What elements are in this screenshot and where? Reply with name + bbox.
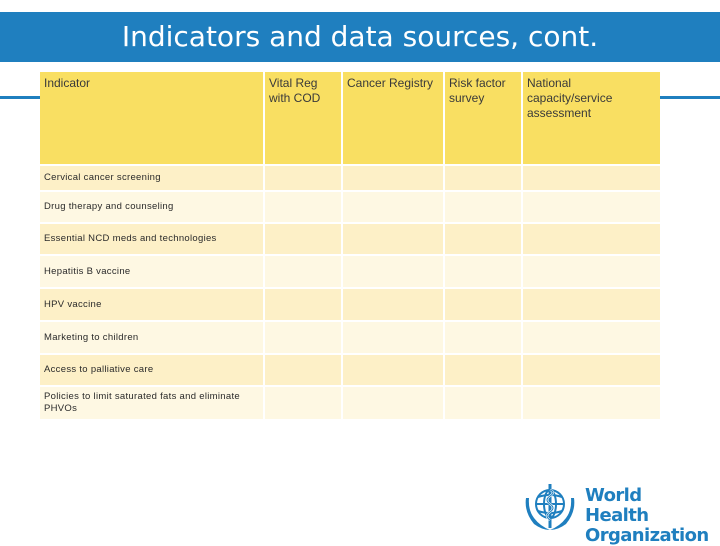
row-label: Policies to limit saturated fats and eli… xyxy=(40,387,263,419)
table-cell xyxy=(265,166,341,190)
table-cell xyxy=(445,387,521,419)
row-label: Access to palliative care xyxy=(40,355,263,385)
table-row: Essential NCD meds and technologies xyxy=(40,224,660,254)
indicators-table: Indicator Vital Reg with COD Cancer Regi… xyxy=(38,70,662,421)
decorative-rule-left xyxy=(0,96,40,99)
table-cell xyxy=(343,289,443,320)
who-logo: World Health Organization xyxy=(520,478,709,546)
table-cell xyxy=(265,322,341,353)
header-vital-reg: Vital Reg with COD xyxy=(265,72,341,164)
decorative-rule-right xyxy=(660,96,720,99)
table-cell xyxy=(343,322,443,353)
table-cell xyxy=(523,387,660,419)
table-cell xyxy=(523,224,660,254)
table-cell xyxy=(343,224,443,254)
row-label: Marketing to children xyxy=(40,322,263,353)
slide-title: Indicators and data sources, cont. xyxy=(121,20,599,53)
table-header-row: Indicator Vital Reg with COD Cancer Regi… xyxy=(40,72,660,164)
table-row: Access to palliative care xyxy=(40,355,660,385)
who-wordmark-line1: World Health xyxy=(585,485,649,526)
table-cell xyxy=(523,256,660,287)
table-cell xyxy=(445,289,521,320)
header-national-capacity: National capacity/service assessment xyxy=(523,72,660,164)
row-label: Cervical cancer screening xyxy=(40,166,263,190)
table-row: HPV vaccine xyxy=(40,289,660,320)
who-wordmark-line2: Organization xyxy=(585,525,709,546)
table-cell xyxy=(445,256,521,287)
table-cell xyxy=(265,289,341,320)
table-cell xyxy=(445,166,521,190)
table-cell xyxy=(265,192,341,222)
table-cell xyxy=(343,256,443,287)
table-cell xyxy=(445,224,521,254)
table-row: Policies to limit saturated fats and eli… xyxy=(40,387,660,419)
table-cell xyxy=(445,322,521,353)
table-cell xyxy=(523,192,660,222)
table-cell xyxy=(523,355,660,385)
row-label: Essential NCD meds and technologies xyxy=(40,224,263,254)
table-cell xyxy=(523,289,660,320)
table-row: Marketing to children xyxy=(40,322,660,353)
title-bar: Indicators and data sources, cont. xyxy=(0,12,720,62)
table-cell xyxy=(445,355,521,385)
header-cancer-registry: Cancer Registry xyxy=(343,72,443,164)
row-label: Drug therapy and counseling xyxy=(40,192,263,222)
table-cell xyxy=(523,166,660,190)
table-cell xyxy=(343,192,443,222)
table-cell xyxy=(265,355,341,385)
table-cell xyxy=(343,355,443,385)
table-cell xyxy=(343,387,443,419)
header-indicator: Indicator xyxy=(40,72,263,164)
row-label: Hepatitis B vaccine xyxy=(40,256,263,287)
table-cell xyxy=(343,166,443,190)
table-cell xyxy=(445,192,521,222)
table-cell xyxy=(523,322,660,353)
table-cell xyxy=(265,387,341,419)
table-cell xyxy=(265,256,341,287)
who-emblem-icon xyxy=(525,484,575,530)
table-row: Drug therapy and counseling xyxy=(40,192,660,222)
row-label: HPV vaccine xyxy=(40,289,263,320)
table-row: Hepatitis B vaccine xyxy=(40,256,660,287)
table-row: Cervical cancer screening xyxy=(40,166,660,190)
table-cell xyxy=(265,224,341,254)
header-risk-factor-survey: Risk factor survey xyxy=(445,72,521,164)
who-wordmark: World Health Organization xyxy=(585,486,709,546)
